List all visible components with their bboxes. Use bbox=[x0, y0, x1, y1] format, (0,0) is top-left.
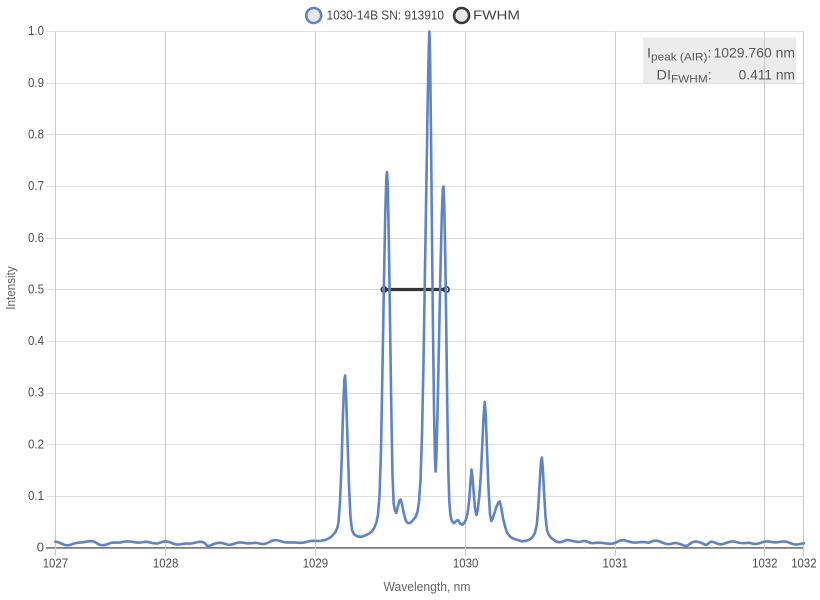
svg-text:0.7: 0.7 bbox=[28, 178, 44, 193]
svg-text:0.1: 0.1 bbox=[28, 488, 44, 503]
svg-text:1030-14B SN: 913910: 1030-14B SN: 913910 bbox=[327, 7, 445, 22]
svg-text:1030: 1030 bbox=[453, 556, 478, 571]
svg-text:1.0: 1.0 bbox=[28, 23, 44, 38]
svg-text:0.5: 0.5 bbox=[28, 281, 44, 296]
svg-text:0.8: 0.8 bbox=[28, 127, 44, 142]
svg-text:1028: 1028 bbox=[153, 556, 178, 571]
svg-text:FWHM: FWHM bbox=[473, 7, 520, 22]
svg-text:1029.760 nm: 1029.760 nm bbox=[714, 45, 796, 60]
svg-text:0.411 nm: 0.411 nm bbox=[739, 67, 795, 82]
svg-text:1029: 1029 bbox=[303, 556, 328, 571]
svg-text:1032: 1032 bbox=[791, 556, 816, 571]
svg-text:0.3: 0.3 bbox=[28, 385, 44, 400]
svg-text:Wavelength, nm: Wavelength, nm bbox=[384, 580, 471, 594]
svg-text:1027: 1027 bbox=[43, 556, 68, 571]
svg-text:0: 0 bbox=[37, 540, 44, 555]
svg-text:Intensity: Intensity bbox=[4, 266, 18, 310]
svg-text:0.9: 0.9 bbox=[28, 75, 44, 90]
svg-text:0.6: 0.6 bbox=[28, 230, 44, 245]
svg-text:0.2: 0.2 bbox=[28, 436, 44, 451]
svg-text:0.4: 0.4 bbox=[28, 333, 44, 348]
svg-text:1032: 1032 bbox=[752, 556, 777, 571]
svg-text:1031: 1031 bbox=[603, 556, 628, 571]
